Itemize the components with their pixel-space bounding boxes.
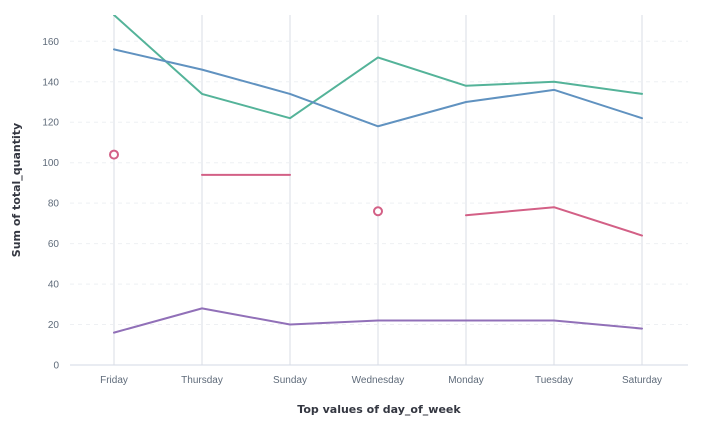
x-tick-label: Thursday — [181, 375, 223, 386]
x-tick-label: Saturday — [622, 375, 662, 386]
x-tick-label: Monday — [448, 375, 484, 386]
x-axis-title: Top values of day_of_week — [297, 403, 461, 416]
x-tick-label: Sunday — [273, 375, 307, 386]
grid — [70, 15, 688, 365]
y-tick-label: 160 — [42, 37, 59, 48]
data-point — [109, 149, 119, 160]
series-lines — [109, 15, 643, 334]
series-4 — [113, 307, 643, 334]
series-3 — [109, 149, 643, 237]
x-tick-label: Friday — [100, 375, 128, 386]
y-tick-label: 140 — [42, 77, 59, 88]
axes: 0 20 40 60 80 100 120 140 160 Friday Thursday Sunda… — [42, 37, 688, 386]
y-tick-label: 40 — [48, 280, 60, 291]
data-point — [373, 206, 383, 217]
series-line — [113, 15, 643, 120]
y-tick-label: 120 — [42, 118, 59, 129]
x-tick-label: Wednesday — [352, 375, 405, 386]
x-tick-label: Tuesday — [535, 375, 573, 386]
y-tick-label: 80 — [48, 199, 60, 210]
y-tick-label: 60 — [48, 239, 60, 250]
series-line — [113, 48, 643, 128]
y-tick-label: 0 — [53, 361, 59, 372]
series-line — [113, 307, 643, 334]
y-axis-title: Sum of total_quantity — [10, 123, 23, 257]
series-1 — [113, 15, 643, 120]
y-tick-label: 100 — [42, 158, 59, 169]
y-tick-label: 20 — [48, 320, 60, 331]
series-2 — [113, 48, 643, 128]
series-line — [465, 206, 643, 237]
